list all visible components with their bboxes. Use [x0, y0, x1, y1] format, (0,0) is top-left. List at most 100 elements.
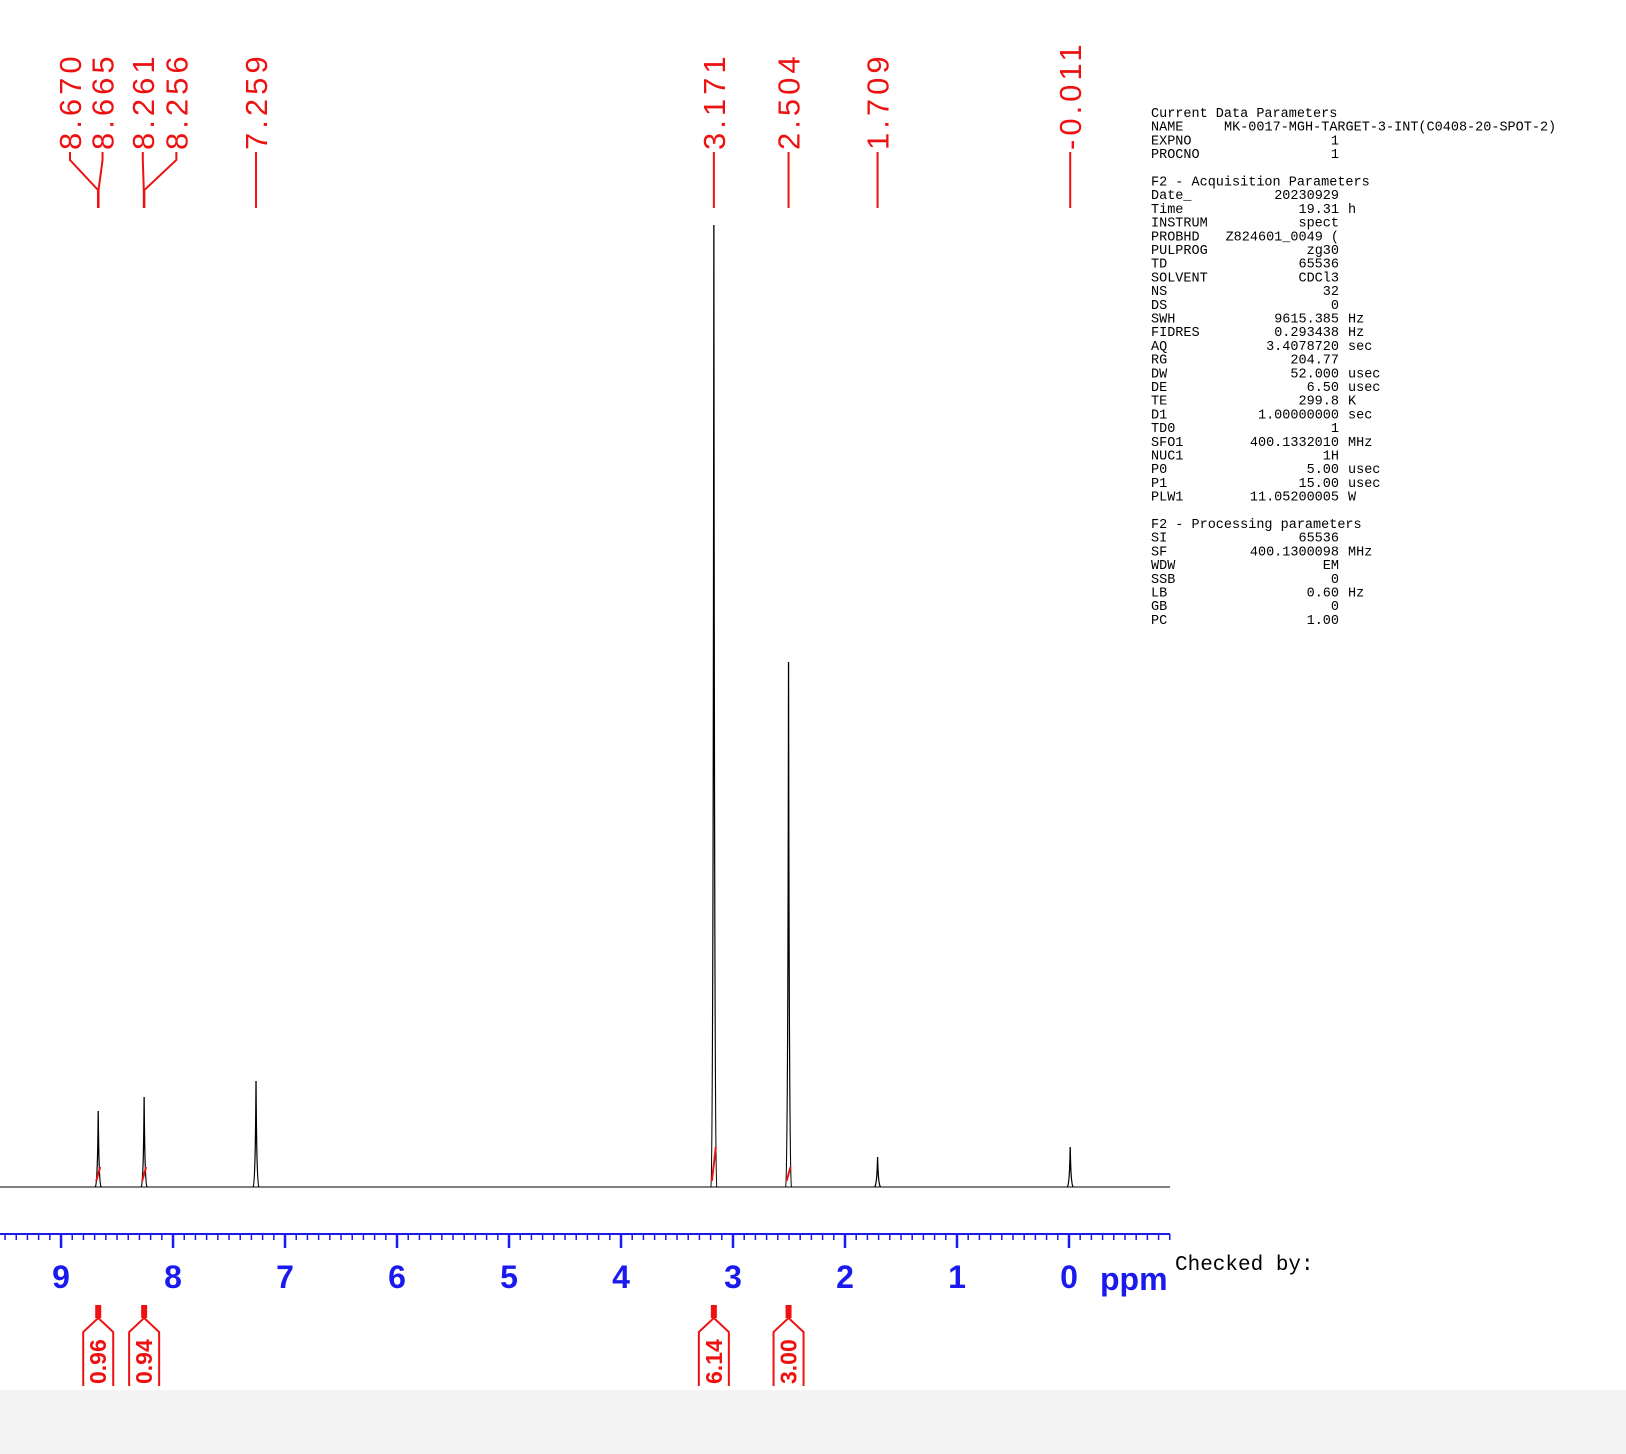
param-value: 1	[1331, 422, 1339, 437]
integral-label: 0.94	[131, 1339, 157, 1384]
param-section-title: F2 - Processing parameters	[1151, 518, 1362, 533]
param-unit: W	[1348, 491, 1357, 506]
param-name: PC	[1151, 614, 1167, 629]
peak-label: 8.670	[53, 52, 88, 150]
param-unit: MHz	[1348, 436, 1372, 451]
param-value: 1.00	[1307, 614, 1339, 629]
x-tick-label: 7	[276, 1259, 294, 1295]
peak	[1066, 1146, 1074, 1188]
param-name: P0	[1151, 463, 1167, 478]
param-unit: Hz	[1348, 326, 1364, 341]
peak-label-connector	[97, 152, 104, 208]
param-name: SWH	[1151, 313, 1175, 328]
param-unit: sec	[1348, 408, 1372, 423]
peak-label: 2.504	[772, 52, 807, 150]
integral-curve	[141, 1166, 148, 1182]
peak	[710, 224, 718, 1188]
param-value: 5.00	[1307, 463, 1339, 478]
param-value: 0	[1331, 573, 1339, 588]
param-name: WDW	[1151, 559, 1176, 574]
param-unit: sec	[1348, 340, 1372, 355]
param-name: FIDRES	[1151, 326, 1200, 341]
param-value: 0	[1331, 600, 1339, 615]
param-value: 1H	[1323, 450, 1339, 465]
x-tick-label: 8	[164, 1259, 182, 1295]
param-value: 1	[1331, 148, 1339, 163]
param-name: PROCNO	[1151, 148, 1200, 163]
x-tick-label: 6	[388, 1259, 406, 1295]
integral-bracket	[697, 1305, 730, 1386]
param-unit: Hz	[1348, 587, 1364, 602]
peak-label-connector	[68, 152, 99, 208]
param-value: 0.60	[1307, 587, 1339, 602]
param-value: 400.1332010	[1250, 436, 1339, 451]
param-unit: usec	[1348, 381, 1380, 396]
param-name: RG	[1151, 354, 1167, 369]
param-value: 11.05200005	[1250, 491, 1339, 506]
bottom-bar	[0, 1390, 1626, 1454]
param-name: PROBHD	[1151, 230, 1200, 245]
peak-label: 3.171	[697, 52, 732, 150]
param-name: TE	[1151, 395, 1167, 410]
param-unit: K	[1348, 395, 1357, 410]
param-value: CDCl3	[1298, 271, 1339, 286]
integral-label: 3.00	[776, 1339, 802, 1384]
param-name: P1	[1151, 477, 1167, 492]
param-value: 0.293438	[1274, 326, 1339, 341]
checked-by: Checked by:	[1175, 1254, 1314, 1277]
param-name: NAME	[1151, 121, 1183, 136]
param-value: 9615.385	[1274, 313, 1339, 328]
integral-label: 6.14	[701, 1339, 727, 1384]
x-tick-label: 5	[500, 1259, 518, 1295]
param-section-title: F2 - Acquisition Parameters	[1151, 176, 1370, 191]
peak-label: 8.665	[86, 52, 121, 150]
param-unit: usec	[1348, 367, 1380, 382]
x-tick-label: 4	[612, 1259, 630, 1295]
peak-label: 8.256	[159, 52, 194, 150]
param-value: 52.000	[1290, 367, 1339, 382]
peak-label: 1.709	[861, 52, 896, 150]
param-name: LB	[1151, 587, 1167, 602]
param-unit: h	[1348, 203, 1356, 218]
integral-curve	[710, 1146, 717, 1182]
param-name: SI	[1151, 532, 1167, 547]
peak-label-connector	[143, 152, 178, 208]
param-name: GB	[1151, 600, 1167, 615]
param-value: MK-0017-MGH-TARGET-3-INT(C0408-20-SPOT-2…	[1224, 121, 1556, 136]
param-name: TD0	[1151, 422, 1175, 437]
integral-curve	[95, 1166, 102, 1182]
param-name: SSB	[1151, 573, 1175, 588]
param-name: NUC1	[1151, 450, 1183, 465]
param-unit: MHz	[1348, 545, 1372, 560]
param-value: 20230929	[1274, 189, 1339, 204]
param-value: 400.1300098	[1250, 545, 1339, 560]
param-name: D1	[1151, 408, 1167, 423]
param-unit: Hz	[1348, 313, 1364, 328]
x-axis-label: ppm	[1100, 1261, 1168, 1297]
param-value: 0	[1331, 299, 1339, 314]
param-value: 15.00	[1298, 477, 1339, 492]
param-name: SFO1	[1151, 436, 1183, 451]
param-name: SF	[1151, 545, 1167, 560]
param-value: Z824601_0049 (	[1226, 230, 1339, 245]
param-value: spect	[1298, 217, 1339, 232]
param-name: PLW1	[1151, 491, 1183, 506]
param-name: NS	[1151, 285, 1167, 300]
x-tick-label: 9	[52, 1259, 70, 1295]
param-section-title: Current Data Parameters	[1151, 107, 1337, 122]
param-value: 1.00000000	[1258, 408, 1339, 423]
param-name: AQ	[1151, 340, 1167, 355]
param-unit: usec	[1348, 477, 1380, 492]
peak	[874, 1156, 882, 1188]
param-value: 3.4078720	[1266, 340, 1339, 355]
param-name: EXPNO	[1151, 134, 1192, 149]
param-value: 1	[1331, 134, 1339, 149]
param-name: SOLVENT	[1151, 271, 1208, 286]
param-value: 65536	[1298, 532, 1339, 547]
param-name: DE	[1151, 381, 1167, 396]
param-name: Date_	[1151, 189, 1192, 204]
x-tick-label: 0	[1060, 1259, 1078, 1295]
param-value: 65536	[1298, 258, 1339, 273]
peak	[252, 1080, 260, 1188]
